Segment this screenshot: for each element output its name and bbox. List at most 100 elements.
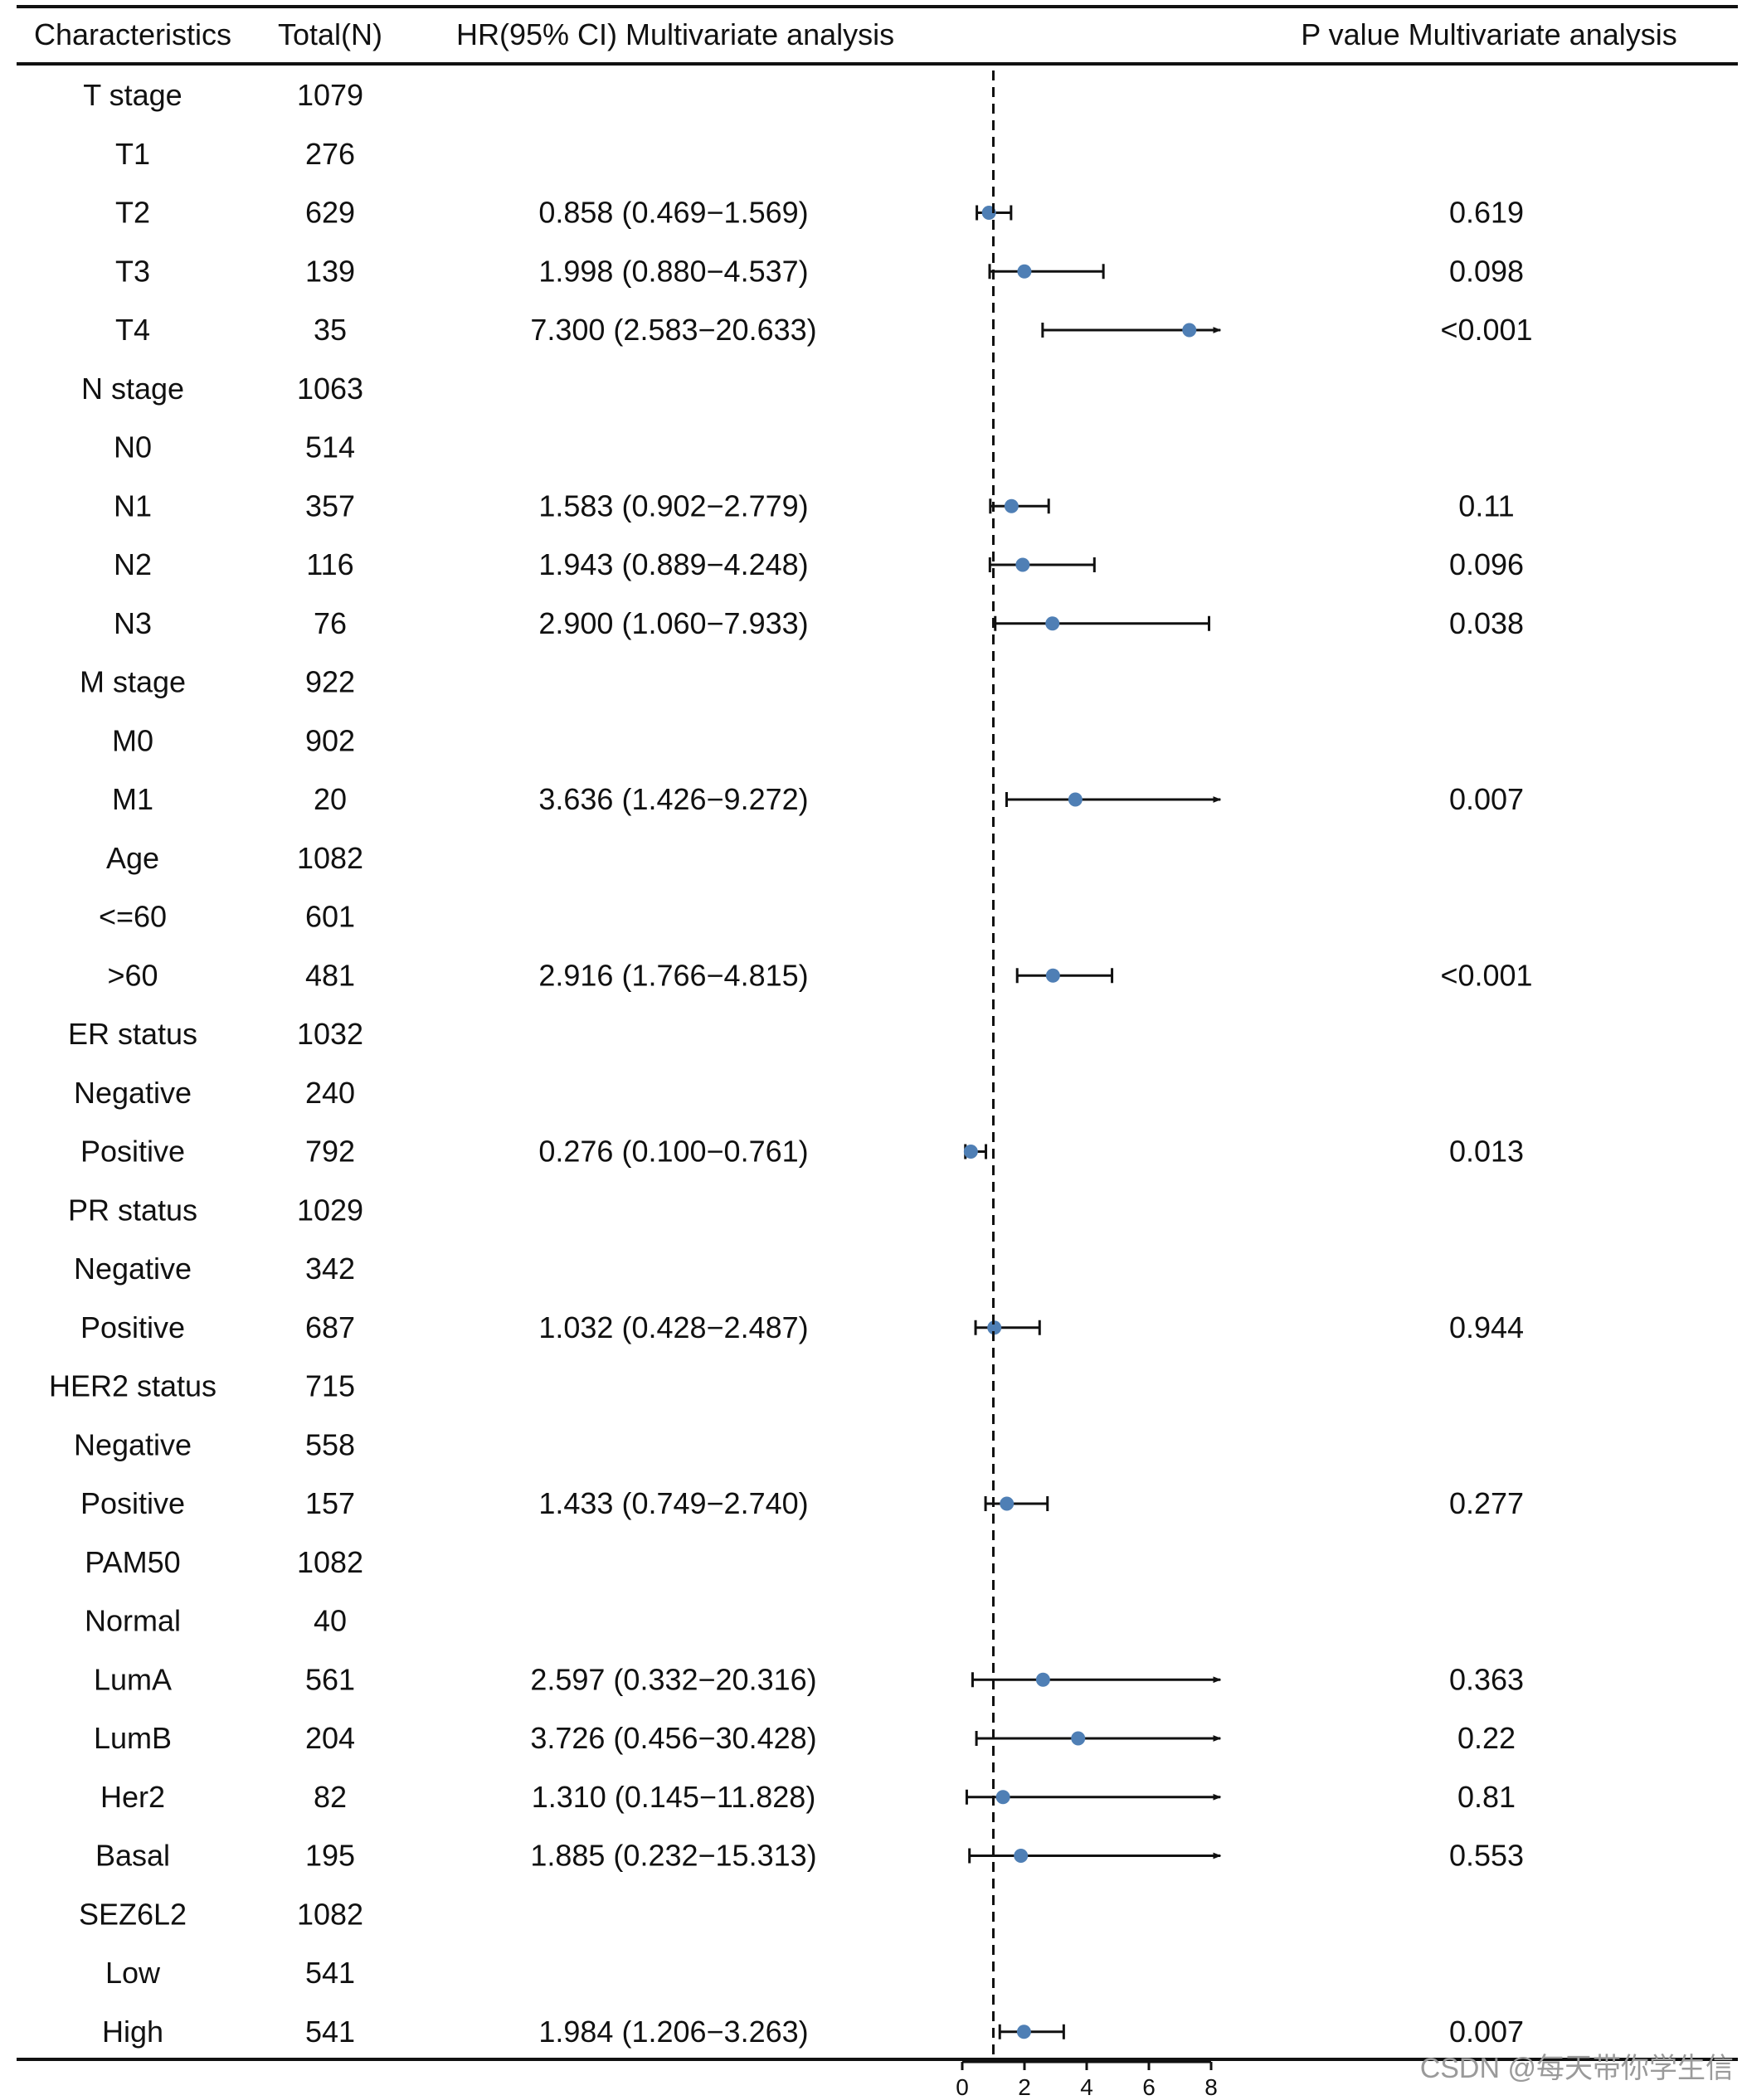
hr-point <box>1068 792 1083 807</box>
row-p-value: 0.007 <box>1449 782 1524 816</box>
row-p-value: 0.363 <box>1449 1662 1524 1696</box>
row-total: 902 <box>305 723 355 757</box>
row-total: 240 <box>305 1076 355 1110</box>
row-label: PAM50 <box>85 1545 180 1579</box>
row-total: 541 <box>305 1956 355 1990</box>
row-label: Basal <box>95 1839 170 1873</box>
row-total: 195 <box>305 1839 355 1873</box>
row-hr-ci: 3.726 (0.456−30.428) <box>530 1721 816 1755</box>
row-label: ER status <box>68 1017 197 1051</box>
row-p-value: 0.11 <box>1458 489 1514 523</box>
row-label: N0 <box>114 430 152 464</box>
hr-point <box>1182 323 1197 338</box>
row-label: N stage <box>81 372 184 406</box>
row-hr-ci: 2.916 (1.766−4.815) <box>538 958 808 992</box>
header-p-value: P value Multivariate analysis <box>1301 17 1677 51</box>
hr-point <box>1045 968 1060 983</box>
row-label: LumA <box>94 1662 172 1696</box>
row-hr-ci: 0.858 (0.469−1.569) <box>538 196 808 230</box>
row-total: 342 <box>305 1252 355 1286</box>
header-characteristics: Characteristics <box>34 17 231 51</box>
row-hr-ci: 2.900 (1.060−7.933) <box>538 606 808 640</box>
row-label: SEZ6L2 <box>79 1897 187 1931</box>
row-p-value: 0.007 <box>1449 2015 1524 2049</box>
row-label: N3 <box>114 606 152 640</box>
row-label: HER2 status <box>49 1369 217 1403</box>
hr-point <box>963 1145 978 1159</box>
row-total: 276 <box>305 137 355 171</box>
hr-point <box>1015 557 1030 572</box>
x-tick-label: 6 <box>1142 2074 1156 2100</box>
row-total: 481 <box>305 958 355 992</box>
row-label: Positive <box>80 1310 185 1344</box>
row-total: 1032 <box>297 1017 363 1051</box>
hr-point <box>1000 1496 1015 1511</box>
row-total: 1079 <box>297 78 363 112</box>
row-p-value: <0.001 <box>1440 958 1532 992</box>
x-tick-label: 2 <box>1018 2074 1031 2100</box>
forest-marks <box>963 70 1222 2059</box>
row-hr-ci: 1.032 (0.428−2.487) <box>538 1310 808 1344</box>
row-label: T4 <box>115 313 150 347</box>
hr-point <box>1014 1849 1029 1863</box>
row-hr-ci: 1.885 (0.232−15.313) <box>530 1839 816 1873</box>
x-tick-label: 4 <box>1080 2074 1093 2100</box>
row-label: Normal <box>85 1604 181 1638</box>
row-label: Negative <box>74 1076 192 1110</box>
hr-point <box>1017 264 1032 279</box>
row-total: 1082 <box>297 841 363 875</box>
row-p-value: 0.096 <box>1449 547 1524 581</box>
row-label: T3 <box>115 254 150 288</box>
row-label: Low <box>105 1956 161 1990</box>
hr-point <box>995 1790 1010 1805</box>
table-rows: T stage 1079 T1 276 T2 629 0.858 (0.469−1.569)… <box>49 78 1533 2049</box>
row-label: M1 <box>112 782 153 816</box>
row-total: 357 <box>305 489 355 523</box>
row-label: M0 <box>112 723 153 757</box>
row-p-value: 0.013 <box>1449 1135 1524 1169</box>
row-p-value: 0.098 <box>1449 254 1524 288</box>
row-total: 35 <box>314 313 347 347</box>
row-label: PR status <box>68 1193 197 1227</box>
row-hr-ci: 1.583 (0.902−2.779) <box>538 489 808 523</box>
hr-point <box>1071 1731 1086 1746</box>
row-total: 1029 <box>297 1193 363 1227</box>
hr-point <box>987 1320 1002 1335</box>
header-total: Total(N) <box>278 17 382 51</box>
header-hr: HR(95% CI) Multivariate analysis <box>456 17 894 51</box>
row-total: 116 <box>306 547 353 581</box>
row-total: 139 <box>305 254 355 288</box>
row-label: N2 <box>114 547 152 581</box>
hr-point <box>1045 616 1060 631</box>
hr-point <box>1004 498 1019 513</box>
row-p-value: 0.038 <box>1449 606 1524 640</box>
row-p-value: 0.553 <box>1449 1839 1524 1873</box>
row-label: Negative <box>74 1252 192 1286</box>
x-axis: 0 2 4 6 8 <box>956 2060 1218 2100</box>
row-label: LumB <box>94 1721 172 1755</box>
hr-point <box>1016 2025 1031 2039</box>
row-label: Her2 <box>100 1780 165 1814</box>
row-total: 82 <box>314 1780 347 1814</box>
row-total: 40 <box>314 1604 347 1638</box>
row-total: 1082 <box>297 1545 363 1579</box>
row-total: 1063 <box>297 372 363 406</box>
row-hr-ci: 1.433 (0.749−2.740) <box>538 1486 808 1520</box>
row-label: T stage <box>83 78 182 112</box>
row-p-value: 0.81 <box>1457 1780 1516 1814</box>
row-hr-ci: 7.300 (2.583−20.633) <box>530 313 816 347</box>
row-total: 561 <box>305 1662 355 1696</box>
row-label: Age <box>106 841 159 875</box>
row-label: N1 <box>114 489 152 523</box>
row-p-value: 0.619 <box>1449 196 1524 230</box>
row-hr-ci: 1.310 (0.145−11.828) <box>532 1780 816 1814</box>
row-total: 558 <box>305 1427 355 1461</box>
row-total: 629 <box>305 196 355 230</box>
row-p-value: <0.001 <box>1440 313 1532 347</box>
row-total: 1082 <box>297 1897 363 1931</box>
row-total: 715 <box>305 1369 355 1403</box>
row-total: 601 <box>305 900 355 934</box>
row-label: T2 <box>115 196 150 230</box>
row-label: Positive <box>80 1135 185 1169</box>
